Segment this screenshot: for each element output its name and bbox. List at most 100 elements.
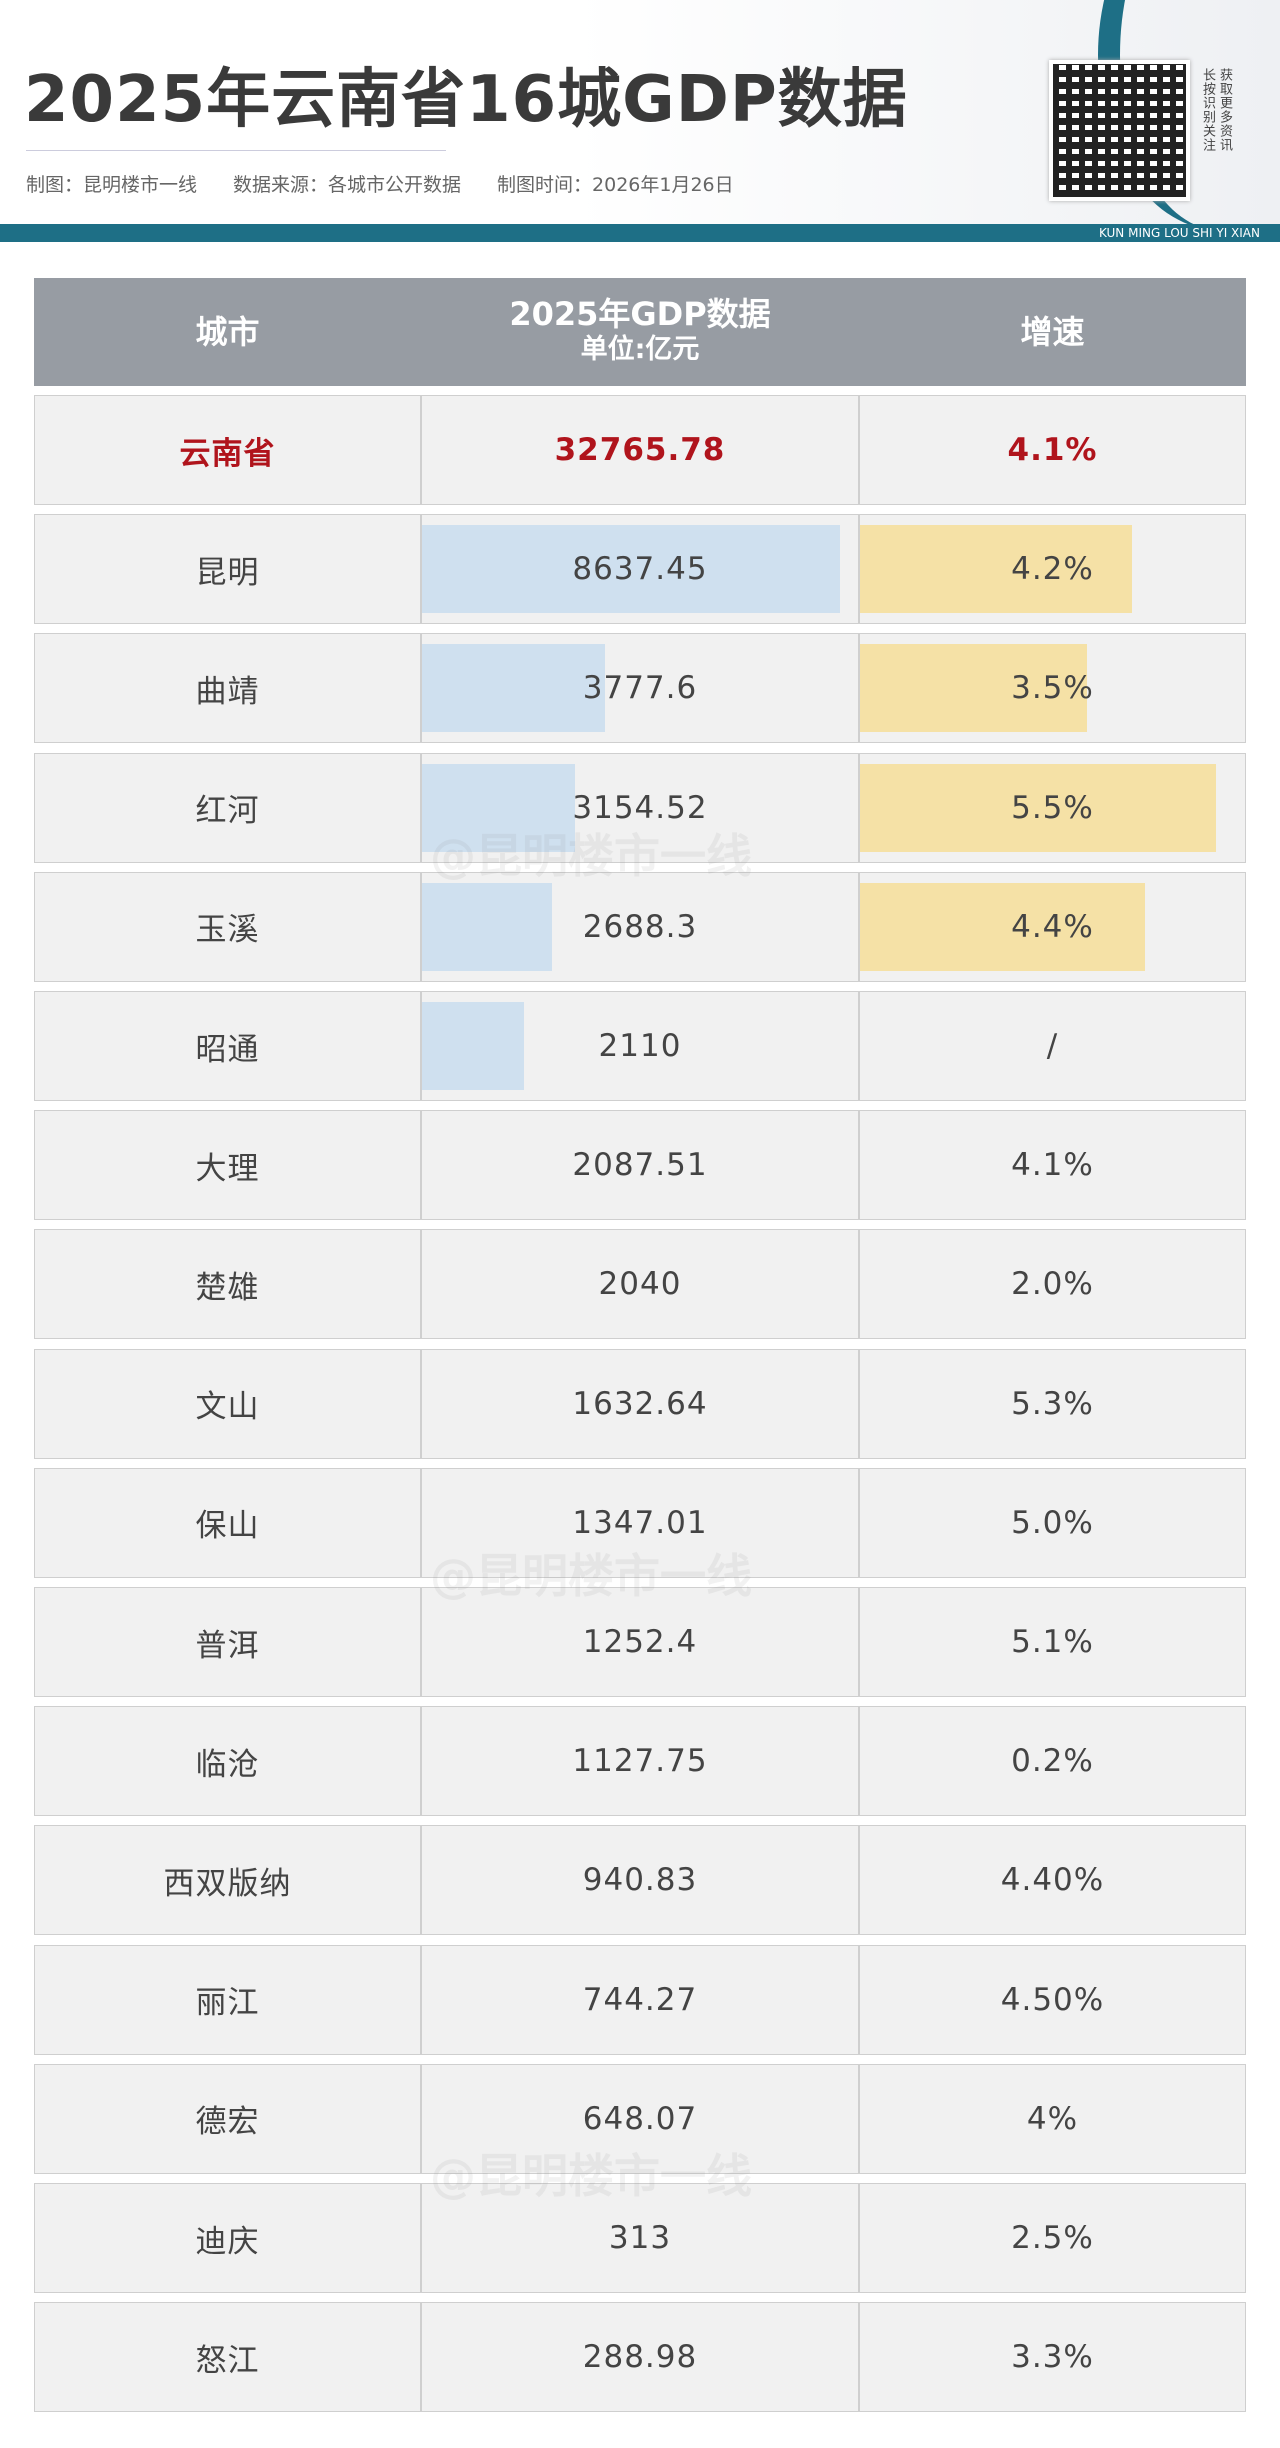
qr-code[interactable] <box>1049 60 1190 201</box>
gdp-value: 2087.51 <box>572 1147 708 1184</box>
table-cell: 32765.78 <box>421 395 859 505</box>
table-cell: 648.07 <box>421 2063 859 2174</box>
city-name: 丽江 <box>195 1985 260 2022</box>
gdp-value: 288.98 <box>582 2339 698 2376</box>
city-name: 昭通 <box>195 1031 260 1068</box>
gdp-bar <box>422 644 605 733</box>
table-cell: 940.83 <box>421 1825 859 1936</box>
gdp-value: 313 <box>608 2220 672 2256</box>
rule <box>26 150 446 151</box>
growth-value: 4.2% <box>1011 551 1094 588</box>
growth-value: 5.1% <box>1011 1624 1094 1660</box>
table-cell: 4% <box>859 2063 1246 2174</box>
growth-bar <box>860 644 1087 733</box>
table-cell: 4.1% <box>859 395 1246 505</box>
growth-value: 4.1% <box>1007 432 1098 468</box>
table-cell: 文山 <box>34 1348 421 1459</box>
city-name: 曲靖 <box>195 673 260 710</box>
city-name: 楚雄 <box>195 1269 260 1306</box>
table-cell: 西双版纳 <box>34 1825 421 1936</box>
growth-value: 3.3% <box>1011 2339 1094 2376</box>
growth-value: 4% <box>1026 2100 1079 2137</box>
credit: 数据来源：各城市公开数据 <box>233 174 462 196</box>
gdp-bar <box>422 882 553 971</box>
column-header: 增速 <box>1020 313 1085 351</box>
header-cell: 增速 <box>859 278 1246 386</box>
table-cell: 迪庆 <box>34 2183 421 2293</box>
table-cell: 3.3% <box>859 2302 1246 2413</box>
table-cell: 5.0% <box>859 1467 1246 1578</box>
table-cell: 怒江 <box>34 2302 421 2413</box>
watermark: @昆明楼市一线 <box>430 829 752 883</box>
watermark: @昆明楼市一线 <box>430 1549 752 1603</box>
table-cell: 1127.75 <box>421 1706 859 1817</box>
table-cell: 313 <box>421 2183 859 2293</box>
gdp-bar <box>422 763 575 852</box>
city-name: 昆明 <box>195 554 260 591</box>
header-cell: 2025年GDP数据 单位:亿元 <box>421 278 859 386</box>
gdp-value: 8637.45 <box>572 551 708 588</box>
table-cell: 玉溪 <box>34 871 421 982</box>
growth-bar <box>860 882 1145 971</box>
table-cell: 8637.45 <box>421 514 859 625</box>
table-cell: 2087.51 <box>421 1110 859 1221</box>
table-cell: 德宏 <box>34 2063 421 2174</box>
table-cell: 2110 <box>421 991 859 1101</box>
gdp-value: 2688.3 <box>582 908 698 945</box>
table-cell: 临沧 <box>34 1706 421 1817</box>
table-cell: 丽江 <box>34 1944 421 2055</box>
band-text: KUN MING LOU SHI YI XIAN <box>1098 226 1260 240</box>
band <box>0 224 1280 242</box>
table-cell: 2.5% <box>859 2183 1246 2293</box>
growth-value: 4.40% <box>1000 1862 1105 1899</box>
table-cell: 红河 <box>34 752 421 863</box>
growth-value: 2.0% <box>1011 1266 1094 1303</box>
city-name: 文山 <box>195 1389 260 1426</box>
credits: 制图：昆明楼市一线 数据来源：各城市公开数据 制图时间：2026年1月26日 <box>26 170 734 197</box>
city-name: 红河 <box>195 793 260 830</box>
table-cell: 4.40% <box>859 1825 1246 1936</box>
growth-value: 4.1% <box>1011 1147 1094 1184</box>
unit-label: 单位:亿元 <box>580 334 700 365</box>
growth-value: 3.5% <box>1011 670 1094 707</box>
table-cell: 2.0% <box>859 1229 1246 1340</box>
growth-value: / <box>1046 1028 1059 1064</box>
growth-value: 4.50% <box>1000 1981 1105 2018</box>
gdp-bar <box>422 1002 525 1090</box>
table-cell: 1252.4 <box>421 1587 859 1697</box>
table-cell: 4.50% <box>859 1944 1246 2055</box>
table-cell: 普洱 <box>34 1587 421 1697</box>
table-cell: 2040 <box>421 1229 859 1340</box>
city-name: 西双版纳 <box>163 1865 292 1902</box>
gdp-value: 1127.75 <box>572 1743 708 1780</box>
table-cell: 3154.52 <box>421 752 859 863</box>
table-cell: 云南省 <box>34 395 421 505</box>
gdp-value: 1252.4 <box>582 1624 698 1660</box>
table-cell: 3777.6 <box>421 633 859 744</box>
city-name: 临沧 <box>195 1746 260 1783</box>
gdp-value: 2110 <box>598 1028 682 1064</box>
gdp-value: 648.07 <box>582 2100 698 2137</box>
city-name: 玉溪 <box>195 912 260 949</box>
growth-value: 2.5% <box>1011 2220 1094 2256</box>
gdp-value: 3154.52 <box>572 789 708 826</box>
table-cell: 4.4% <box>859 871 1246 982</box>
city-name: 大理 <box>195 1150 260 1187</box>
gdp-value: 32765.78 <box>554 432 726 468</box>
table-cell: 5.1% <box>859 1587 1246 1697</box>
watermark: @昆明楼市一线 <box>430 2149 752 2203</box>
gdp-value: 744.27 <box>582 1981 698 2018</box>
header: 2025年云南省16城GDP数据 制图：昆明楼市一线 数据来源：各城市公开数据 … <box>0 0 1280 230</box>
city-name: 保山 <box>195 1508 260 1545</box>
table-cell: 4.1% <box>859 1110 1246 1221</box>
gdp-value: 1347.01 <box>572 1504 708 1541</box>
city-name: 普洱 <box>195 1627 260 1664</box>
growth-value: 5.3% <box>1011 1385 1094 1422</box>
gdp-value: 2040 <box>598 1266 682 1303</box>
credit: 制图时间：2026年1月26日 <box>497 174 734 196</box>
table-cell: 288.98 <box>421 2302 859 2413</box>
table-cell: 2688.3 <box>421 871 859 982</box>
table-cell: 昆明 <box>34 514 421 625</box>
table-cell: 昭通 <box>34 991 421 1101</box>
